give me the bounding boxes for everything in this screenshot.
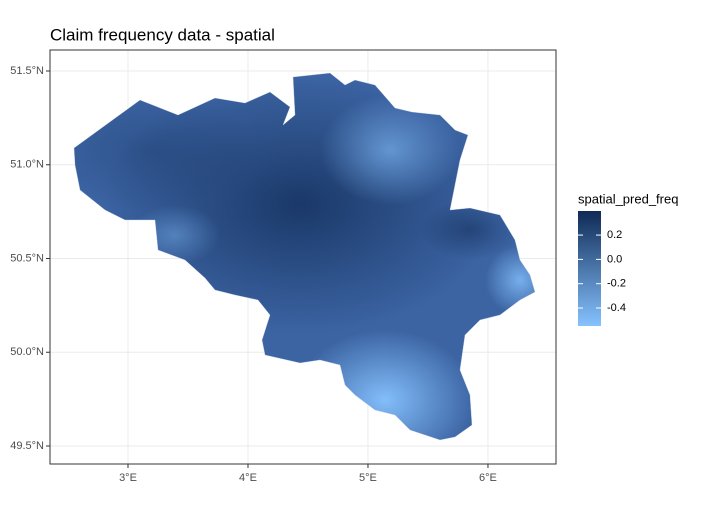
y-tick-label: 50.0°N (10, 346, 44, 358)
x-tick-label: 4°E (239, 472, 257, 484)
region-low (320, 95, 460, 205)
legend: 0.2 0.0 -0.2 -0.4 (578, 211, 626, 326)
y-tick-label: 50.5°N (10, 252, 44, 264)
y-tick-label: 51.5°N (10, 65, 44, 77)
region-low (485, 245, 535, 315)
panel-border (49, 49, 557, 465)
country-outline (73, 72, 536, 441)
chart-title: Claim frequency data - spatial (50, 25, 275, 44)
region-high (420, 200, 520, 260)
legend-title: spatial_pred_freq (578, 191, 678, 206)
y-tick-label: 49.5°N (10, 440, 44, 452)
x-tick-label: 6°E (479, 472, 497, 484)
legend-tick-label: 0.0 (607, 253, 622, 265)
y-tick-label: 51.0°N (10, 159, 44, 171)
x-tick-label: 5°E (359, 472, 377, 484)
legend-tick-label: -0.4 (607, 302, 626, 314)
legend-tick-label: 0.2 (607, 229, 622, 241)
legend-tick-label: -0.2 (607, 278, 626, 290)
x-tick-label: 3°E (119, 472, 137, 484)
colorbar (578, 211, 601, 326)
